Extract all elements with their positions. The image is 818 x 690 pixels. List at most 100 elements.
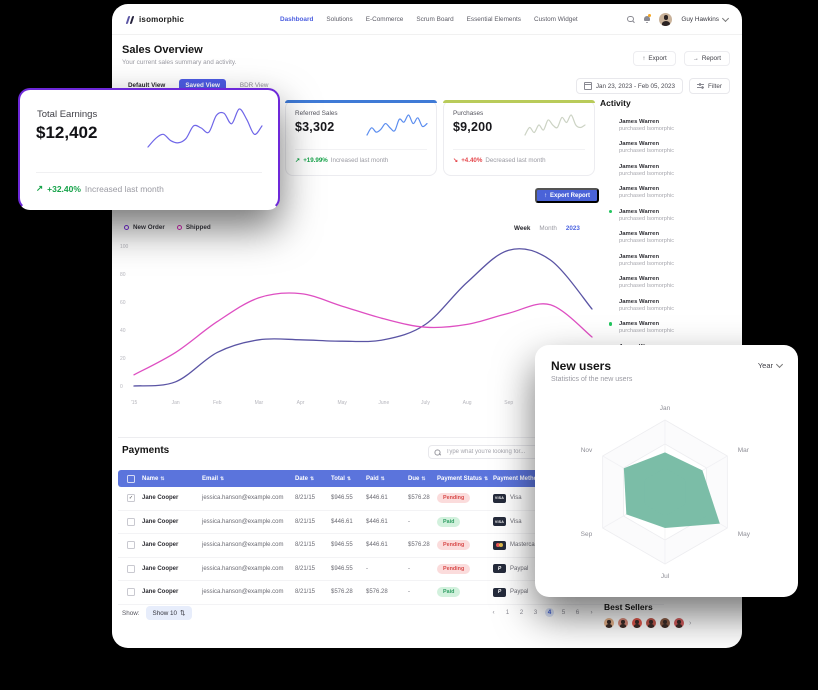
column-header-paid[interactable]: Paid ⇅ [366, 476, 408, 482]
nav-item-solutions[interactable]: Solutions [326, 15, 353, 23]
paid-cell: - [366, 565, 368, 572]
best-seller-avatar-5[interactable] [660, 618, 670, 628]
select-all-checkbox[interactable] [127, 474, 135, 483]
pagination-page-4[interactable]: 4 [545, 608, 554, 617]
activity-item[interactable]: James Warren purchased Isomorphic [600, 159, 734, 182]
table-search-input[interactable] [444, 448, 538, 456]
search-icon[interactable] [627, 15, 634, 23]
column-header-email[interactable]: Email ⇅ [202, 476, 295, 482]
name-cell: Jane Cooper [142, 518, 179, 525]
email-cell: jessica.hanson@example.com [202, 495, 284, 502]
view-tab-default-view[interactable]: Default View [128, 82, 166, 89]
nav-item-dashboard[interactable]: Dashboard [280, 15, 314, 23]
legend-dot [124, 225, 129, 230]
table-row[interactable]: Jane Cooper jessica.hanson@example.com 8/2… [118, 581, 664, 605]
nav-item-custom-widget[interactable]: Custom Widget [533, 15, 578, 23]
period-select[interactable]: Year [758, 360, 784, 370]
filter-button[interactable]: Filter [689, 78, 730, 94]
column-header-payment-status[interactable]: Payment Status ⇅ [437, 476, 493, 482]
best-seller-avatar-4[interactable] [646, 618, 656, 628]
filter-icon [697, 83, 704, 89]
divider [36, 172, 262, 173]
stat-delta: +4.40% [461, 157, 483, 164]
legend-label: New Order [133, 224, 165, 231]
export-report-button[interactable]: ↑ Export Report [535, 188, 599, 203]
stat-card-purchases[interactable]: Purchases $9,200 ↘ +4.40% Decreased last… [443, 100, 595, 176]
status-badge: Pending [437, 540, 471, 551]
column-header-name[interactable]: Name ⇅ [142, 476, 202, 482]
view-tab-bdr-view[interactable]: BDR View [239, 82, 269, 89]
best-sellers-more[interactable]: › [689, 619, 692, 627]
activity-item[interactable]: James Warren purchased Isomorphic [600, 137, 734, 160]
table-row[interactable]: ✓ Jane Cooper jessica.hanson@example.com 8/… [118, 487, 664, 511]
stat-card-referred-sales[interactable]: Referred Sales $3,302 ↗ +19.99% Increase… [285, 100, 437, 176]
pagination-page-2[interactable]: 2 [519, 609, 524, 616]
brand[interactable]: isomorphic [125, 15, 184, 24]
stat-card-total-earnings[interactable]: Total Earnings $12,402 ↗ +32.40% Increas… [18, 88, 280, 210]
activity-name: James Warren [619, 321, 660, 327]
nav-item-scrum-board[interactable]: Scrum Board [416, 15, 454, 23]
new-users-subtitle: Statistics of the new users [551, 376, 633, 383]
chart-toggle-week[interactable]: Week [514, 225, 531, 232]
chart-toggle-month[interactable]: Month [539, 225, 557, 232]
avatar[interactable] [659, 12, 673, 26]
chart-legend: New Order Shipped [124, 224, 211, 231]
pagination-page-1[interactable]: 1 [505, 609, 510, 616]
activity-name: James Warren [619, 186, 660, 192]
best-seller-avatar-6[interactable] [674, 618, 684, 628]
pagination-page-6[interactable]: 6 [575, 609, 580, 616]
row-checkbox[interactable] [127, 588, 135, 597]
best-seller-avatar-3[interactable] [632, 618, 642, 628]
sort-icon: ⇅ [310, 475, 315, 482]
status-badge: Paid [437, 516, 461, 527]
pagination-next[interactable]: › [590, 609, 593, 616]
total-cell: $946.55 [331, 565, 353, 572]
paypal-icon [493, 587, 506, 597]
column-header-date[interactable]: Date ⇅ [295, 476, 331, 482]
row-checkbox[interactable]: ✓ [127, 494, 135, 503]
activity-item[interactable]: James Warren purchased Isomorphic [600, 249, 734, 272]
row-checkbox[interactable] [127, 541, 135, 550]
nav-item-e-commerce[interactable]: E-Commerce [365, 15, 404, 23]
activity-action: purchased Isomorphic [619, 283, 675, 289]
stat-delta: +32.40% [47, 183, 81, 194]
activity-item[interactable]: James Warren purchased Isomorphic [600, 294, 734, 317]
column-header-due[interactable]: Due ⇅ [408, 476, 437, 482]
date-range-picker[interactable]: Jan 23, 2023 - Feb 05, 2023 [575, 78, 683, 94]
report-button[interactable]: → Report [683, 51, 730, 66]
pagination-page-5[interactable]: 5 [561, 609, 566, 616]
page-subtitle: Your current sales summary and activity. [122, 59, 237, 66]
row-checkbox[interactable] [127, 517, 135, 526]
chart-toggle-2023[interactable]: 2023 [565, 225, 580, 232]
nav-item-essential-elements[interactable]: Essential Elements [466, 15, 521, 23]
export-button[interactable]: ↑ Export [633, 51, 676, 66]
legend-item-new-order[interactable]: New Order [124, 224, 165, 231]
table-row[interactable]: Jane Cooper jessica.hanson@example.com 8/2… [118, 534, 664, 558]
total-cell: $946.55 [331, 495, 353, 502]
email-cell: jessica.hanson@example.com [202, 589, 284, 596]
activity-avatar-wrap [600, 164, 613, 177]
sort-icon: ⇅ [421, 475, 426, 482]
column-header-total[interactable]: Total ⇅ [331, 476, 366, 482]
activity-item[interactable]: James Warren purchased Isomorphic [600, 204, 734, 227]
activity-item[interactable]: James Warren purchased Isomorphic [600, 114, 734, 137]
pagination-page-3[interactable]: 3 [533, 609, 538, 616]
user-menu[interactable]: Guy Hawkins [681, 14, 730, 23]
activity-avatar-wrap [600, 208, 613, 222]
pagination-prev[interactable]: ‹ [492, 609, 495, 616]
due-cell: $576.28 [408, 542, 430, 549]
row-checkbox[interactable] [127, 564, 135, 573]
bell-icon[interactable] [643, 14, 652, 23]
best-seller-avatar-1[interactable] [604, 618, 614, 628]
table-row[interactable]: Jane Cooper jessica.hanson@example.com 8/2… [118, 557, 664, 581]
best-seller-avatar-2[interactable] [618, 618, 628, 628]
legend-item-shipped[interactable]: Shipped [176, 224, 211, 231]
card-accent [285, 100, 437, 103]
activity-item[interactable]: James Warren purchased Isomorphic [600, 227, 734, 250]
table-row[interactable]: Jane Cooper jessica.hanson@example.com 8/2… [118, 510, 664, 534]
activity-item[interactable]: James Warren purchased Isomorphic [600, 182, 734, 205]
page-size-select[interactable]: Show 10 ⇅ [145, 606, 193, 620]
sort-icon: ⇅ [484, 475, 489, 482]
